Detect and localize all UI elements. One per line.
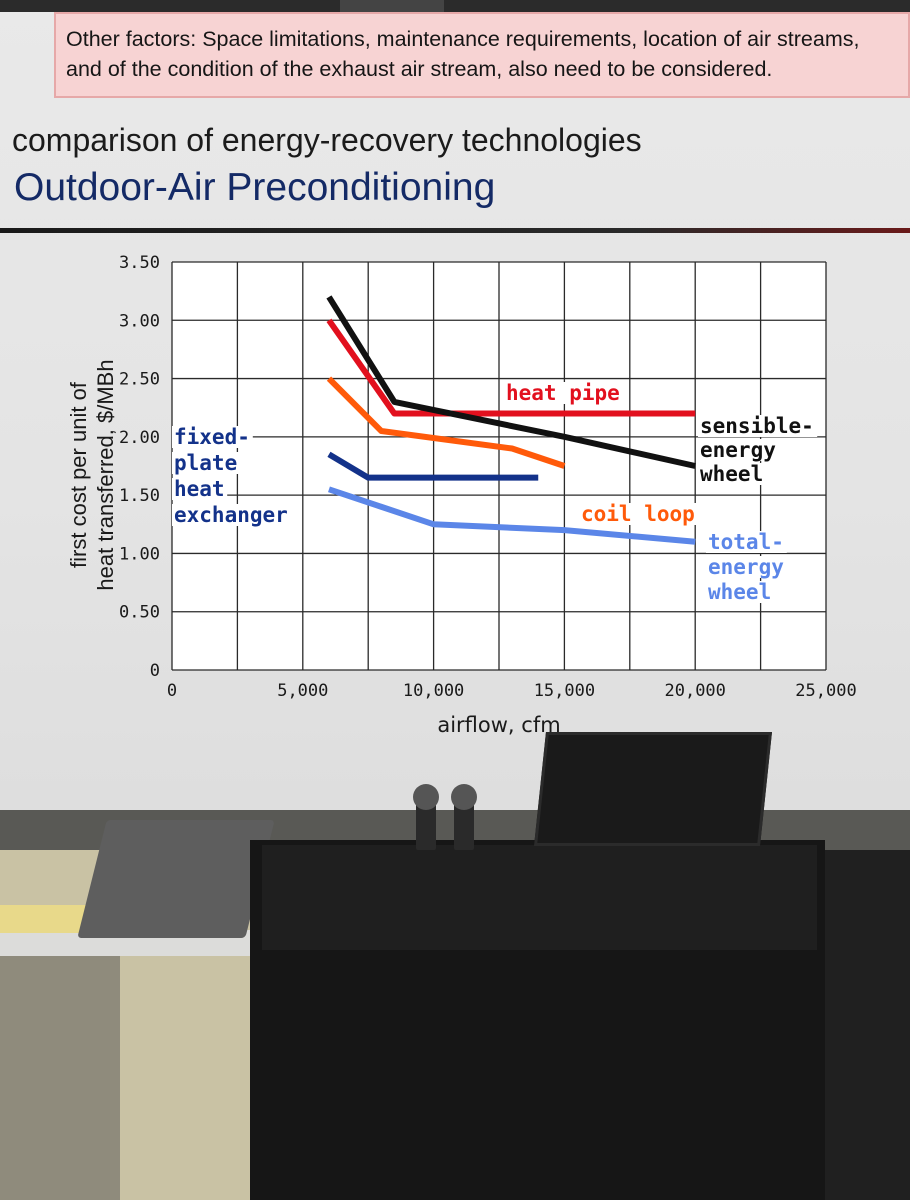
- slide-title: Outdoor-Air Preconditioning: [14, 166, 496, 209]
- series-label: sensible-: [700, 414, 814, 438]
- x-tick-label: 15,000: [534, 681, 595, 701]
- series-label: heat: [174, 477, 225, 501]
- mic-head-icon: [451, 784, 477, 810]
- note-box: Other factors: Space limitations, mainte…: [54, 12, 910, 98]
- series-label-bg: [172, 426, 253, 448]
- screen-top-frame: [0, 0, 910, 12]
- series-label: plate: [174, 451, 237, 475]
- series-line: [326, 318, 696, 417]
- series-label-bg: [172, 478, 228, 500]
- dark-panel: [825, 850, 910, 1200]
- series-label-bg: [579, 503, 699, 525]
- y-tick-label: 2.50: [119, 370, 160, 390]
- series-label: fixed-: [174, 425, 250, 449]
- x-tick-label: 25,000: [795, 681, 856, 701]
- x-tick-label: 20,000: [664, 681, 725, 701]
- series-label: total-: [708, 530, 784, 554]
- series-label: coil loop: [581, 502, 695, 526]
- series-label-bg: [504, 382, 624, 404]
- series-line: [327, 451, 539, 481]
- y-tick-label: 0: [150, 661, 160, 681]
- mic-head-icon: [413, 784, 439, 810]
- series-label: heat pipe: [506, 381, 620, 405]
- series-label: energy: [700, 438, 776, 462]
- series-line: [326, 295, 696, 469]
- note-line-2: and of the condition of the exhaust air …: [66, 57, 773, 81]
- y-tick-label: 1.00: [119, 544, 160, 564]
- series-label: wheel: [708, 580, 771, 604]
- y-tick-label: 2.00: [119, 428, 160, 448]
- y-tick-label: 3.00: [119, 311, 160, 331]
- slide-subtitle: comparison of energy-recovery technologi…: [12, 122, 642, 158]
- title-rule: [0, 228, 910, 233]
- desk-front: [0, 956, 120, 1200]
- series-label-bg: [706, 581, 774, 603]
- series-label: exchanger: [174, 503, 288, 527]
- series-label-bg: [706, 531, 787, 553]
- y-tick-label: 3.50: [119, 253, 160, 273]
- y-tick-label: 0.50: [119, 603, 160, 623]
- series-label-bg: [172, 452, 240, 474]
- microphone-left: [413, 784, 439, 850]
- microphone-right: [451, 784, 477, 850]
- laptop: [77, 820, 275, 938]
- series-label: energy: [708, 555, 784, 579]
- series-label-bg: [172, 504, 292, 526]
- podium-monitor: [534, 732, 772, 846]
- podium-ledge: [262, 845, 817, 950]
- line-chart: 0 0.50 1.00 1.50 2.00 2.50 3.00 3.50 0 5,000 10,00…: [119, 253, 857, 737]
- series-label-bg: [698, 415, 818, 437]
- note-line-1: Other factors: Space limitations, mainte…: [66, 27, 860, 51]
- y-tick-label: 1.50: [119, 486, 160, 506]
- series-line: [328, 486, 696, 545]
- series-label-bg: [706, 556, 787, 578]
- x-tick-label: 5,000: [277, 681, 328, 701]
- series-label-bg: [698, 439, 779, 461]
- series-label-bg: [698, 463, 766, 485]
- series-line: [326, 376, 566, 469]
- series-label: wheel: [700, 462, 763, 486]
- x-tick-label: 10,000: [403, 681, 464, 701]
- x-tick-label: 0: [167, 681, 177, 701]
- x-axis-title: airflow, cfm: [437, 713, 560, 737]
